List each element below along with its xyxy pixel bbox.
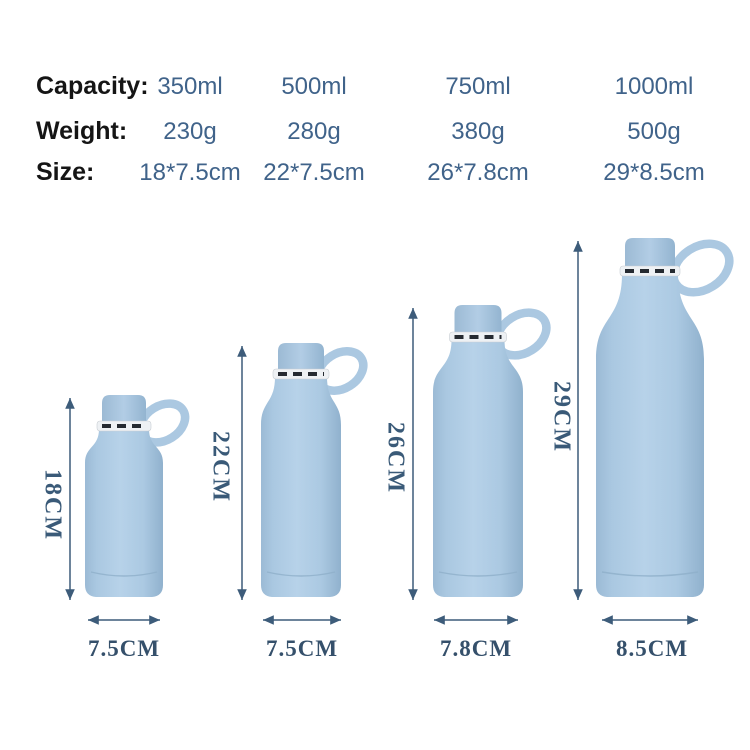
diameter-dimension-label-3: 7.8CM — [439, 636, 513, 661]
height-dimension-label-2: 22CM — [207, 431, 234, 503]
bottle-illustration-1 — [65, 395, 190, 625]
spec-row-capacity: Capacity: 350ml 500ml 750ml 1000ml — [0, 72, 750, 104]
weight-value-3: 380g — [451, 118, 505, 145]
size-label: Size: — [36, 158, 95, 186]
size-value-2: 22*7.5cm — [263, 159, 365, 186]
weight-value-4: 500g — [627, 118, 681, 145]
weight-value-1: 230g — [163, 118, 217, 145]
bottle-illustration-2 — [237, 343, 368, 625]
bottle-body — [85, 429, 163, 597]
bottle-cap — [454, 305, 502, 334]
size-value-3: 26*7.8cm — [427, 159, 529, 186]
bottle-body — [261, 377, 341, 597]
capacity-value-3: 750ml — [445, 73, 511, 100]
weight-label: Weight: — [36, 117, 128, 145]
bottle-cap — [625, 238, 675, 268]
diameter-dimension-label-1: 7.5CM — [87, 636, 161, 661]
capacity-value-4: 1000ml — [614, 73, 694, 100]
spec-row-size: Size: 18*7.5cm 22*7.5cm 26*7.8cm 29*8.5c… — [0, 158, 750, 190]
capacity-value-1: 350ml — [157, 73, 223, 100]
capacity-value-2: 500ml — [281, 73, 347, 100]
neck-ring — [619, 265, 681, 277]
base-seam — [266, 571, 336, 577]
base-seam — [601, 571, 699, 577]
capacity-label: Capacity: — [36, 72, 149, 100]
size-value-4: 29*8.5cm — [603, 159, 705, 186]
weight-value-2: 280g — [287, 118, 341, 145]
height-dimension-label-4: 29CM — [548, 381, 575, 453]
bottle-body — [433, 340, 523, 597]
bottle-illustration-3 — [408, 305, 551, 625]
bottle-illustration-4 — [573, 238, 734, 625]
bottle-cap — [102, 395, 146, 423]
diameter-dimension-label-4: 8.5CM — [615, 636, 689, 661]
size-value-1: 18*7.5cm — [139, 159, 241, 186]
bottle-cap — [278, 343, 324, 371]
base-seam — [438, 571, 518, 577]
base-seam — [90, 571, 158, 577]
height-dimension-label-3: 26CM — [382, 422, 409, 494]
diameter-dimension-label-2: 7.5CM — [265, 636, 339, 661]
spec-row-weight: Weight: 230g 280g 380g 500g — [0, 117, 750, 149]
height-dimension-label-1: 18CM — [39, 469, 66, 541]
bottle-body — [596, 274, 704, 597]
